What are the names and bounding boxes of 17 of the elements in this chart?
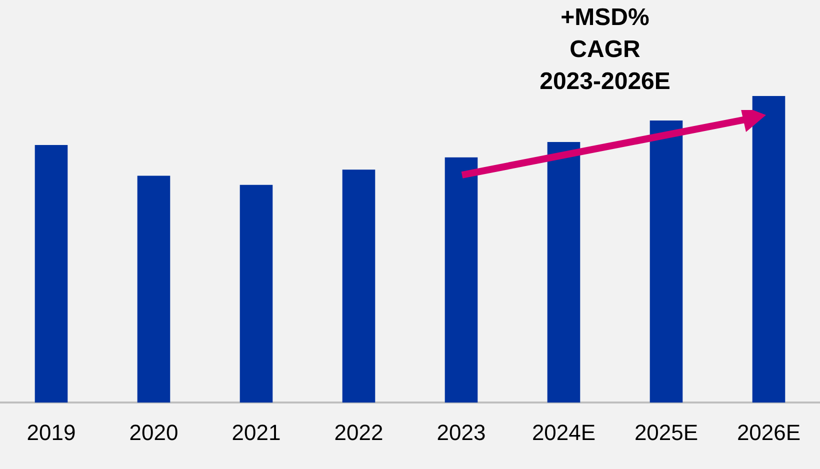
bar: [342, 170, 376, 403]
x-tick-label: 2025E: [634, 420, 698, 445]
x-tick-label: 2020: [129, 420, 178, 445]
bar: [650, 120, 683, 403]
bar: [240, 184, 273, 403]
x-tick-label: 2026E: [736, 420, 801, 445]
bar: [752, 96, 786, 403]
bar: [444, 157, 478, 403]
bar: [137, 176, 170, 403]
x-tick-label: 2022: [334, 420, 384, 445]
x-tick-label: 2019: [26, 420, 76, 445]
x-tick-label: 2021: [232, 420, 281, 445]
bar: [34, 145, 68, 403]
text: +MSD% CAGR 2023-2026E: [538, 3, 672, 97]
x-tick-label: 2024E: [532, 420, 596, 445]
x-tick-label: 2023: [436, 420, 486, 445]
bar: [547, 142, 580, 403]
